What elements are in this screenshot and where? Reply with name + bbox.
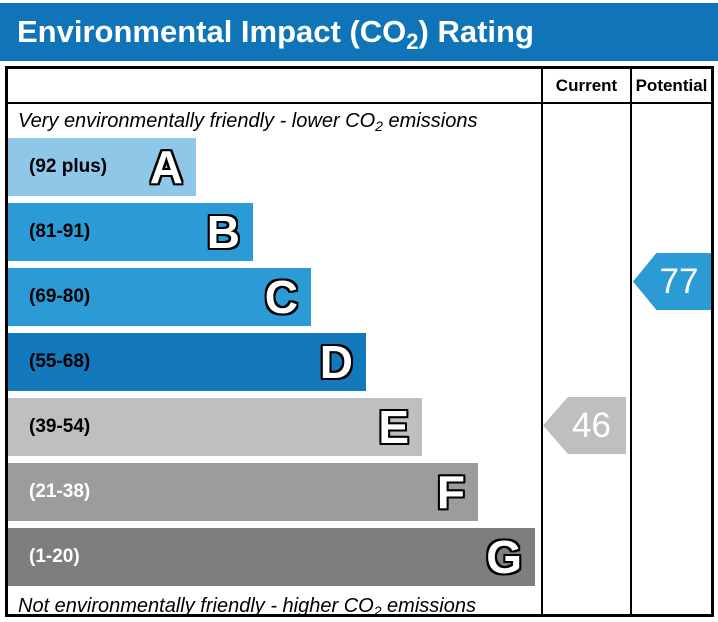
bands-column: Very environmentally friendly - lower CO… xyxy=(8,104,541,618)
band-d-letter: D xyxy=(319,336,353,388)
band-d-range: (55-68) xyxy=(29,351,91,372)
bands-column-spacer xyxy=(8,69,541,102)
band-c-letter: C xyxy=(264,271,298,323)
band-a-letter: A xyxy=(149,141,183,193)
band-e-range: (39-54) xyxy=(29,416,91,437)
band-f: (21-38) F xyxy=(8,463,478,521)
top-note: Very environmentally friendly - lower CO… xyxy=(8,104,541,133)
chart-title-text-end: ) Rating xyxy=(418,14,534,49)
current-column xyxy=(541,104,630,614)
band-f-range: (21-38) xyxy=(29,481,91,502)
bottom-note-text: Not environmentally friendly - higher CO xyxy=(18,595,374,617)
potential-column xyxy=(630,104,711,614)
co2-subscript: 2 xyxy=(373,603,382,619)
co2-subscript: 2 xyxy=(406,29,419,54)
chart-title: Environmental Impact (CO2) Rating xyxy=(17,14,534,53)
band-b: (81-91) B xyxy=(8,203,253,261)
chart-title-text: Environmental Impact (CO xyxy=(17,14,407,49)
co2-subscript: 2 xyxy=(375,118,383,134)
band-e-letter: E xyxy=(378,401,409,453)
band-a: (92 plus) A xyxy=(8,138,196,196)
bottom-note: Not environmentally friendly - higher CO… xyxy=(8,593,541,618)
band-f-letter: F xyxy=(436,466,465,518)
bottom-note-text-end: emissions xyxy=(381,595,476,617)
band-g-letter: G xyxy=(486,531,522,583)
rating-table: Current Potential Very environmentally f… xyxy=(5,66,714,618)
rating-table-header: Current Potential xyxy=(8,69,711,104)
potential-column-header: Potential xyxy=(630,69,711,102)
potential-rating-value: 77 xyxy=(659,261,699,301)
top-note-text-end: emissions xyxy=(382,110,478,132)
top-note-text: Very environmentally friendly - lower CO xyxy=(18,110,376,132)
band-e: (39-54) E xyxy=(8,398,422,456)
current-rating-value: 46 xyxy=(572,405,611,445)
band-a-range: (92 plus) xyxy=(29,156,108,177)
chart-title-bar: Environmental Impact (CO2) Rating xyxy=(0,3,718,61)
band-c: (69-80) C xyxy=(8,268,311,326)
band-g: (1-20) G xyxy=(8,528,535,586)
band-c-range: (69-80) xyxy=(29,286,91,307)
band-b-letter: B xyxy=(206,206,240,258)
band-d: (55-68) D xyxy=(8,333,366,391)
current-column-header: Current xyxy=(541,69,630,102)
rating-table-body: Very environmentally friendly - lower CO… xyxy=(8,104,711,618)
band-g-range: (1-20) xyxy=(29,546,80,567)
band-b-range: (81-91) xyxy=(29,221,91,242)
environmental-impact-co2-rating-chart: Environmental Impact (CO2) Rating Curren… xyxy=(0,3,718,622)
